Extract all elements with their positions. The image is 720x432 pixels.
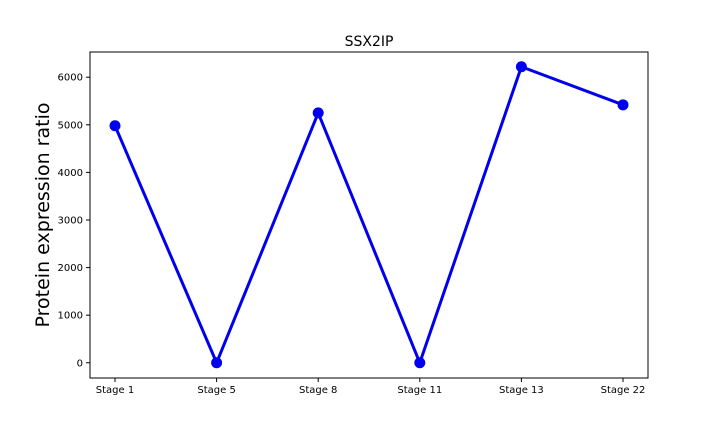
x-tick-label: Stage 22: [601, 385, 646, 396]
x-tick-label: Stage 5: [197, 385, 235, 396]
chart-title: SSX2IP: [345, 34, 394, 50]
data-point: [312, 107, 324, 119]
series-layer: [109, 61, 629, 369]
x-tick-label: Stage 8: [299, 385, 337, 396]
y-axis-label: Protein expression ratio: [32, 103, 54, 328]
y-tick-label: 4000: [58, 168, 83, 179]
y-tick-label: 2000: [58, 263, 83, 274]
plot-frame: [89, 51, 649, 379]
x-tick-label: Stage 11: [397, 385, 442, 396]
y-tick-label: 5000: [58, 120, 83, 131]
data-point: [211, 357, 223, 369]
data-point: [414, 357, 426, 369]
y-tick-label: 3000: [58, 215, 83, 226]
plot-background: [90, 52, 648, 378]
y-axis-ticks: 0 1000 2000 3000 4000 5000 6000: [58, 73, 90, 369]
data-point: [617, 99, 629, 111]
data-point: [515, 61, 527, 73]
series-line: [113, 65, 624, 365]
x-tick-label: Stage 1: [96, 385, 134, 396]
x-axis-ticks: Stage 1 Stage 5 Stage 8 Stage 11 Stage 13 Sta…: [96, 378, 646, 396]
y-tick-label: 1000: [58, 311, 83, 322]
y-tick-label: 0: [77, 358, 83, 369]
data-point: [109, 120, 121, 132]
y-tick-label: 6000: [58, 73, 83, 84]
x-tick-label: Stage 13: [499, 385, 544, 396]
